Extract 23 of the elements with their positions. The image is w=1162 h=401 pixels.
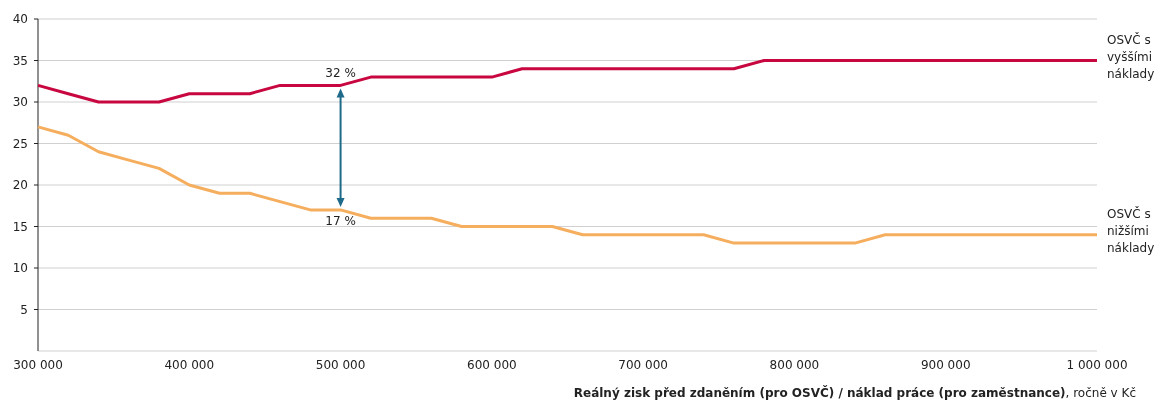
line-series <box>36 59 1099 104</box>
annotation: 17 % <box>325 213 356 228</box>
series-label: OSVČ s vyššími náklady <box>1107 31 1155 81</box>
y-tick-label: 15 <box>12 219 28 234</box>
y-tick-label: 40 <box>12 12 28 27</box>
series-label: OSVČ s nižšími náklady <box>1107 205 1155 255</box>
y-tick-label: 35 <box>12 53 28 68</box>
x-tick-label: 1 000 000 <box>1066 358 1128 372</box>
x-tick-label: 800 000 <box>769 358 820 372</box>
line-series <box>36 125 1099 245</box>
y-tick-label: 20 <box>12 178 28 193</box>
y-tick-label: 25 <box>12 136 28 151</box>
y-tick-label: 10 <box>12 261 28 276</box>
x-tick-label: 400 000 <box>164 358 215 372</box>
x-tick-label: 900 000 <box>920 358 971 372</box>
x-tick-label: 700 000 <box>618 358 668 372</box>
x-tick-label: 300 000 <box>13 358 63 372</box>
x-axis-title: Reálný zisk před zdaněním (pro OSVČ) / náklad práce (pro zaměstnance), ročně v Kč <box>573 385 1136 400</box>
y-tick-label: 30 <box>12 95 28 110</box>
annotation: 32 % <box>325 66 356 81</box>
x-tick-label: 500 000 <box>315 358 366 372</box>
x-tick-label: 600 000 <box>467 358 517 372</box>
y-tick-label: 5 <box>20 302 28 317</box>
